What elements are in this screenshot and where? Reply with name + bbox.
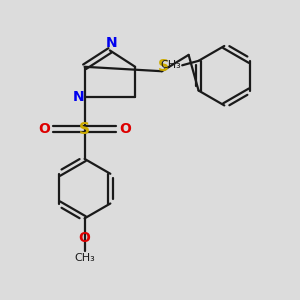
Text: CH₃: CH₃ [74,254,95,263]
Text: N: N [106,36,117,50]
Text: O: O [38,122,50,136]
Text: S: S [158,59,169,74]
Text: CH₃: CH₃ [160,60,181,70]
Text: O: O [79,231,91,245]
Text: N: N [72,89,84,103]
Text: S: S [79,122,90,137]
Text: O: O [119,122,131,136]
